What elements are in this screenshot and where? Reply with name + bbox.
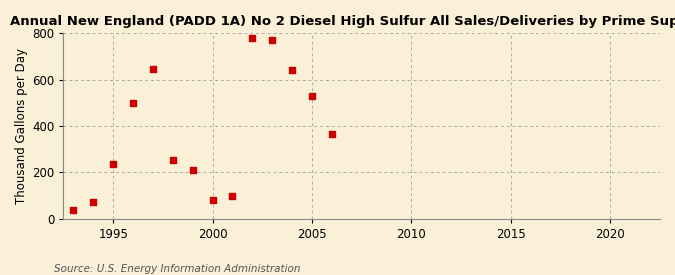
- Point: [287, 68, 298, 73]
- Point: [68, 208, 79, 212]
- Point: [327, 132, 338, 136]
- Point: [128, 101, 138, 105]
- Point: [267, 38, 277, 42]
- Point: [148, 67, 159, 72]
- Y-axis label: Thousand Gallons per Day: Thousand Gallons per Day: [15, 48, 28, 204]
- Text: Source: U.S. Energy Information Administration: Source: U.S. Energy Information Administ…: [54, 264, 300, 274]
- Point: [227, 193, 238, 198]
- Point: [306, 94, 317, 98]
- Point: [167, 157, 178, 162]
- Point: [187, 168, 198, 172]
- Point: [88, 200, 99, 204]
- Point: [247, 36, 258, 40]
- Title: Annual New England (PADD 1A) No 2 Diesel High Sulfur All Sales/Deliveries by Pri: Annual New England (PADD 1A) No 2 Diesel…: [10, 15, 675, 28]
- Point: [207, 197, 218, 202]
- Point: [108, 162, 119, 166]
